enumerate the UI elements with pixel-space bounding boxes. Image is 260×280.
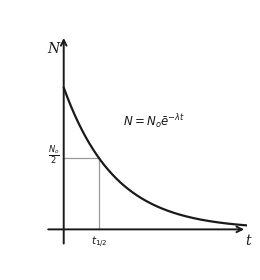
Text: $\frac{N_o}{2}$: $\frac{N_o}{2}$: [48, 144, 60, 167]
Text: $t_{1/2}$: $t_{1/2}$: [91, 235, 108, 250]
Text: t: t: [246, 234, 251, 248]
Text: $N = N_o\bar{e}^{-\lambda t}$: $N = N_o\bar{e}^{-\lambda t}$: [123, 112, 185, 131]
Text: N: N: [47, 42, 60, 56]
